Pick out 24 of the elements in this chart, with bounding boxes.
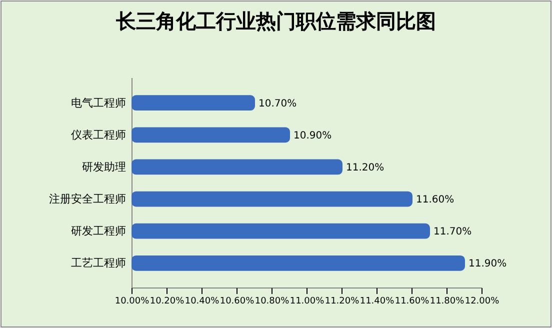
data-label: 10.70% — [258, 98, 297, 110]
y-tick-label: 研发工程师 — [71, 224, 126, 238]
y-tick-label: 仪表工程师 — [71, 128, 126, 142]
x-tick-label: 10.80% — [254, 296, 290, 306]
x-tick-label: 11.00% — [290, 296, 325, 306]
y-tick-label: 研发助理 — [82, 160, 126, 174]
data-label: 10.90% — [294, 130, 332, 142]
data-label: 11.70% — [434, 226, 472, 238]
x-tick-label: 11.60% — [394, 296, 430, 306]
x-tick-label: 10.60% — [220, 296, 255, 306]
x-tick-label: 11.80% — [430, 296, 465, 306]
y-tick-label: 工艺工程师 — [71, 256, 126, 270]
chart-title: 长三角化工行业热门职位需求同比图 — [115, 9, 436, 33]
data-label: 11.20% — [346, 162, 384, 174]
x-tick-label: 10.00% — [114, 296, 150, 306]
x-tick-label: 12.00% — [464, 296, 500, 306]
x-tick-label: 10.20% — [150, 296, 185, 306]
x-tick-label: 11.40% — [360, 296, 395, 306]
y-tick-label: 电气工程师 — [71, 96, 126, 110]
x-tick-label: 11.20% — [324, 296, 360, 306]
data-label: 11.60% — [416, 194, 454, 206]
data-label: 11.90% — [468, 258, 507, 270]
x-tick-label: 10.40% — [184, 296, 220, 306]
y-tick-label: 注册安全工程师 — [49, 192, 126, 206]
